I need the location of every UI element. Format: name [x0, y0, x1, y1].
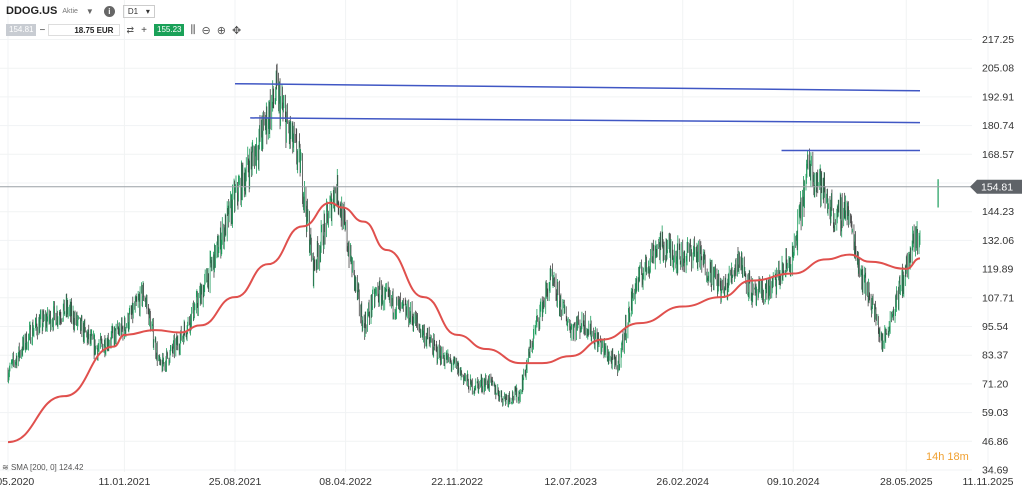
quantity-input[interactable]: 18.75 EUR: [48, 24, 121, 36]
sma-legend-text: SMA [200, 0] 124.42: [10, 463, 84, 472]
y-tick-label-8: 107.71: [982, 292, 1014, 304]
timer-minutes: 18m: [947, 451, 969, 463]
x-tick-label-7: 09.10.2024: [767, 476, 820, 488]
horizontal-level-0: [235, 82, 920, 92]
crosshair-icon[interactable]: ✥: [231, 24, 242, 37]
ask-price[interactable]: 155.23: [154, 24, 185, 36]
x-tick-label-8: 28.05.2025: [880, 476, 933, 488]
sma-line: [7, 201, 921, 444]
y-tick-label-14: 34.69: [982, 465, 1008, 477]
y-tick-label-1: 205.08: [982, 63, 1014, 75]
y-tick-label-5: 144.23: [982, 206, 1014, 218]
horizontal-levels[interactable]: [235, 82, 920, 152]
swap-icon[interactable]: ⇄: [126, 24, 135, 35]
x-tick-label-6: 26.02.2024: [656, 476, 709, 488]
chart-toolbar: DDOG.US Aktie ▼ i D1 ▾ 154.81 − 18.75 EU…: [0, 0, 300, 40]
x-tick-label-9: 11.11.2025: [963, 476, 1014, 488]
x-tick-label-3: 08.04.2022: [319, 476, 372, 488]
chevron-down-icon: ▾: [145, 6, 150, 16]
y-tick-label-9: 95.54: [982, 321, 1008, 333]
instrument-type-label: Aktie: [62, 7, 78, 15]
y-tick-label-11: 71.20: [982, 378, 1008, 390]
y-axis[interactable]: 217.25 205.08 192.91 180.74 168.57 144.23 132.…: [982, 34, 1014, 477]
current-price-line: 154.81: [0, 179, 1022, 194]
y-tick-label-2: 192.91: [982, 91, 1014, 103]
zoom-in-icon[interactable]: ⊕: [216, 24, 226, 37]
y-tick-label-10: 83.37: [982, 350, 1008, 362]
y-tick-label-3: 180.74: [982, 120, 1014, 132]
symbol-label[interactable]: DDOG.US: [6, 5, 58, 17]
indicator-icon: ≋: [2, 463, 9, 472]
increase-button[interactable]: +: [141, 24, 147, 36]
y-tick-label-0: 217.25: [982, 34, 1014, 46]
x-tick-label-1: 11.01.2021: [99, 476, 151, 488]
y-tick-label-7: 119.89: [982, 264, 1013, 276]
y-tick-label-12: 59.03: [982, 407, 1008, 419]
decrease-button[interactable]: −: [39, 24, 46, 36]
zoom-out-icon[interactable]: ⊖: [201, 24, 211, 37]
y-tick-label-4: 168.57: [982, 149, 1014, 161]
candles: [7, 63, 939, 408]
y-tick-label-6: 132.06: [982, 235, 1014, 247]
x-tick-label-2: 25.08.2021: [209, 476, 262, 488]
horizontal-level-1: [250, 117, 920, 124]
timeframe-select[interactable]: D1 ▾: [122, 4, 155, 18]
timeframe-value: D1: [127, 6, 139, 16]
price-tag-label: 154.81: [981, 182, 1013, 194]
price-tag: [970, 179, 1022, 194]
bid-price[interactable]: 154.81: [6, 24, 37, 36]
sma-legend[interactable]: ≋ SMA [200, 0] 124.42: [2, 463, 83, 472]
x-tick-label-0: 18.05.2020: [0, 476, 34, 488]
grid-lines: [0, 0, 989, 472]
symbol-dropdown-icon[interactable]: ▼: [85, 6, 94, 16]
timer-hours: 14h: [926, 451, 945, 463]
y-tick-label-13: 46.86: [982, 436, 1008, 448]
candle-timer: 14h 18m: [926, 451, 969, 463]
x-tick-label-4: 22.11.2022: [431, 476, 483, 488]
sma-200-line: [7, 201, 921, 444]
x-axis[interactable]: 18.05.2020 11.01.2021 25.08.2021 08.04.2022…: [0, 476, 1014, 488]
x-tick-label-5: 12.07.2023: [544, 476, 597, 488]
candles-icon[interactable]: ⫼: [190, 23, 196, 36]
info-icon[interactable]: i: [103, 5, 115, 17]
